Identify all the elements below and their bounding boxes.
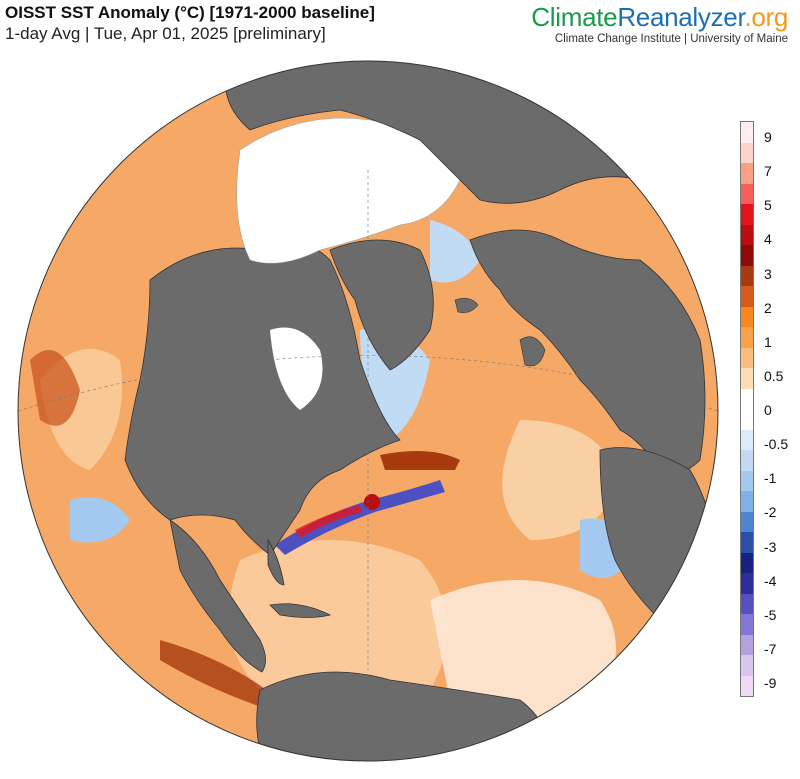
color-scale-swatch bbox=[741, 511, 753, 532]
color-scale-swatch bbox=[741, 552, 753, 573]
color-scale-tick-label: 5 bbox=[764, 197, 772, 214]
title-block: OISST SST Anomaly (°C) [1971-2000 baseli… bbox=[5, 3, 375, 45]
british-isles-landmass bbox=[519, 336, 546, 367]
color-scale-tick-label: 4 bbox=[764, 231, 772, 248]
color-scale-swatch bbox=[741, 593, 753, 614]
color-scale-tick-label: 0 bbox=[764, 402, 772, 418]
graticule-line bbox=[18, 355, 718, 412]
color-scale-swatch bbox=[741, 306, 753, 327]
color-scale-swatch bbox=[741, 142, 753, 163]
hudson-bay-ice bbox=[270, 327, 323, 410]
color-scale-swatch bbox=[741, 655, 753, 676]
color-scale-tick-label: 3 bbox=[764, 265, 772, 282]
ocean-mild-patch bbox=[502, 420, 620, 540]
color-scale-tick-label: -3 bbox=[764, 538, 777, 555]
brand-part-org: .org bbox=[744, 2, 788, 32]
color-scale-tick-label: 1 bbox=[764, 333, 772, 350]
color-scale-tick-label: -2 bbox=[764, 504, 777, 521]
color-scale-swatch bbox=[741, 163, 753, 184]
color-scale-swatch bbox=[741, 532, 753, 553]
color-scale-swatch bbox=[741, 450, 753, 471]
color-scale-swatch bbox=[741, 368, 753, 389]
color-scale-tick-label: -4 bbox=[764, 572, 777, 589]
brand-part-climate: Climate bbox=[531, 2, 618, 32]
color-scale-tick-label: 0.5 bbox=[764, 367, 784, 384]
color-scale-swatch bbox=[741, 286, 753, 307]
globe-outline bbox=[17, 60, 719, 762]
color-scale-swatch bbox=[741, 634, 753, 655]
color-scale-swatch bbox=[741, 265, 753, 286]
brand-tagline: Climate Change Institute | University of… bbox=[554, 33, 788, 45]
color-scale-tick-label: -5 bbox=[764, 606, 777, 623]
color-scale-swatch bbox=[741, 347, 753, 368]
ocean-warm-strip bbox=[30, 350, 80, 426]
greenland-landmass bbox=[329, 239, 434, 371]
ocean-warm-strip bbox=[380, 451, 460, 470]
color-scale-swatch bbox=[741, 470, 753, 491]
color-scale-swatch bbox=[741, 327, 753, 348]
color-scale-tick-label: -7 bbox=[764, 640, 777, 657]
map-subtitle: 1-day Avg | Tue, Apr 01, 2025 [prelimina… bbox=[5, 24, 326, 43]
color-scale-swatch bbox=[741, 409, 753, 430]
central-america-landmass bbox=[169, 519, 266, 673]
map-title: OISST SST Anomaly (°C) [1971-2000 baseli… bbox=[5, 3, 375, 22]
color-scale-tick-label: 7 bbox=[764, 163, 772, 180]
iceland-landmass bbox=[454, 298, 479, 313]
gulf-stream-warm-band bbox=[295, 505, 362, 538]
cuba-landmass bbox=[269, 603, 332, 618]
color-scale-tick-label: -0.5 bbox=[764, 436, 789, 453]
color-scale-tick-label: -1 bbox=[764, 470, 777, 487]
color-scale-swatch bbox=[741, 388, 753, 409]
color-scale-swatch bbox=[741, 204, 753, 225]
ocean-warm-strip bbox=[160, 640, 280, 710]
arctic-sea-ice bbox=[236, 117, 461, 264]
ocean-cool-patch bbox=[70, 497, 130, 543]
gulf-stream-eddy bbox=[364, 494, 380, 510]
color-scale-swatch bbox=[741, 224, 753, 245]
brand-wordmark[interactable]: ClimateReanalyzer.org bbox=[531, 2, 788, 32]
gulf-stream-cold-band bbox=[275, 480, 445, 555]
color-scale-swatch bbox=[741, 573, 753, 594]
ocean-neutral-patch bbox=[430, 580, 616, 727]
color-scale-swatch bbox=[741, 491, 753, 512]
color-scale-swatch bbox=[741, 122, 753, 143]
color-scale-tick-label: 9 bbox=[764, 129, 772, 145]
brand-logo[interactable]: ClimateReanalyzer.org Climate Change Ins… bbox=[531, 2, 788, 45]
color-scale-swatch bbox=[741, 614, 753, 635]
color-scale-swatch bbox=[741, 429, 753, 450]
color-scale-swatch bbox=[741, 675, 753, 696]
color-scale-tick-label: 2 bbox=[764, 299, 772, 316]
color-scale-swatch bbox=[741, 245, 753, 266]
ocean-cool-patch bbox=[430, 220, 480, 283]
brand-part-reanalyzer: Reanalyzer bbox=[617, 2, 745, 32]
color-scale-tick-label: -9 bbox=[764, 675, 777, 691]
color-scale-swatch bbox=[741, 183, 753, 204]
florida-landmass bbox=[267, 538, 285, 586]
color-scale-bar bbox=[740, 121, 754, 697]
